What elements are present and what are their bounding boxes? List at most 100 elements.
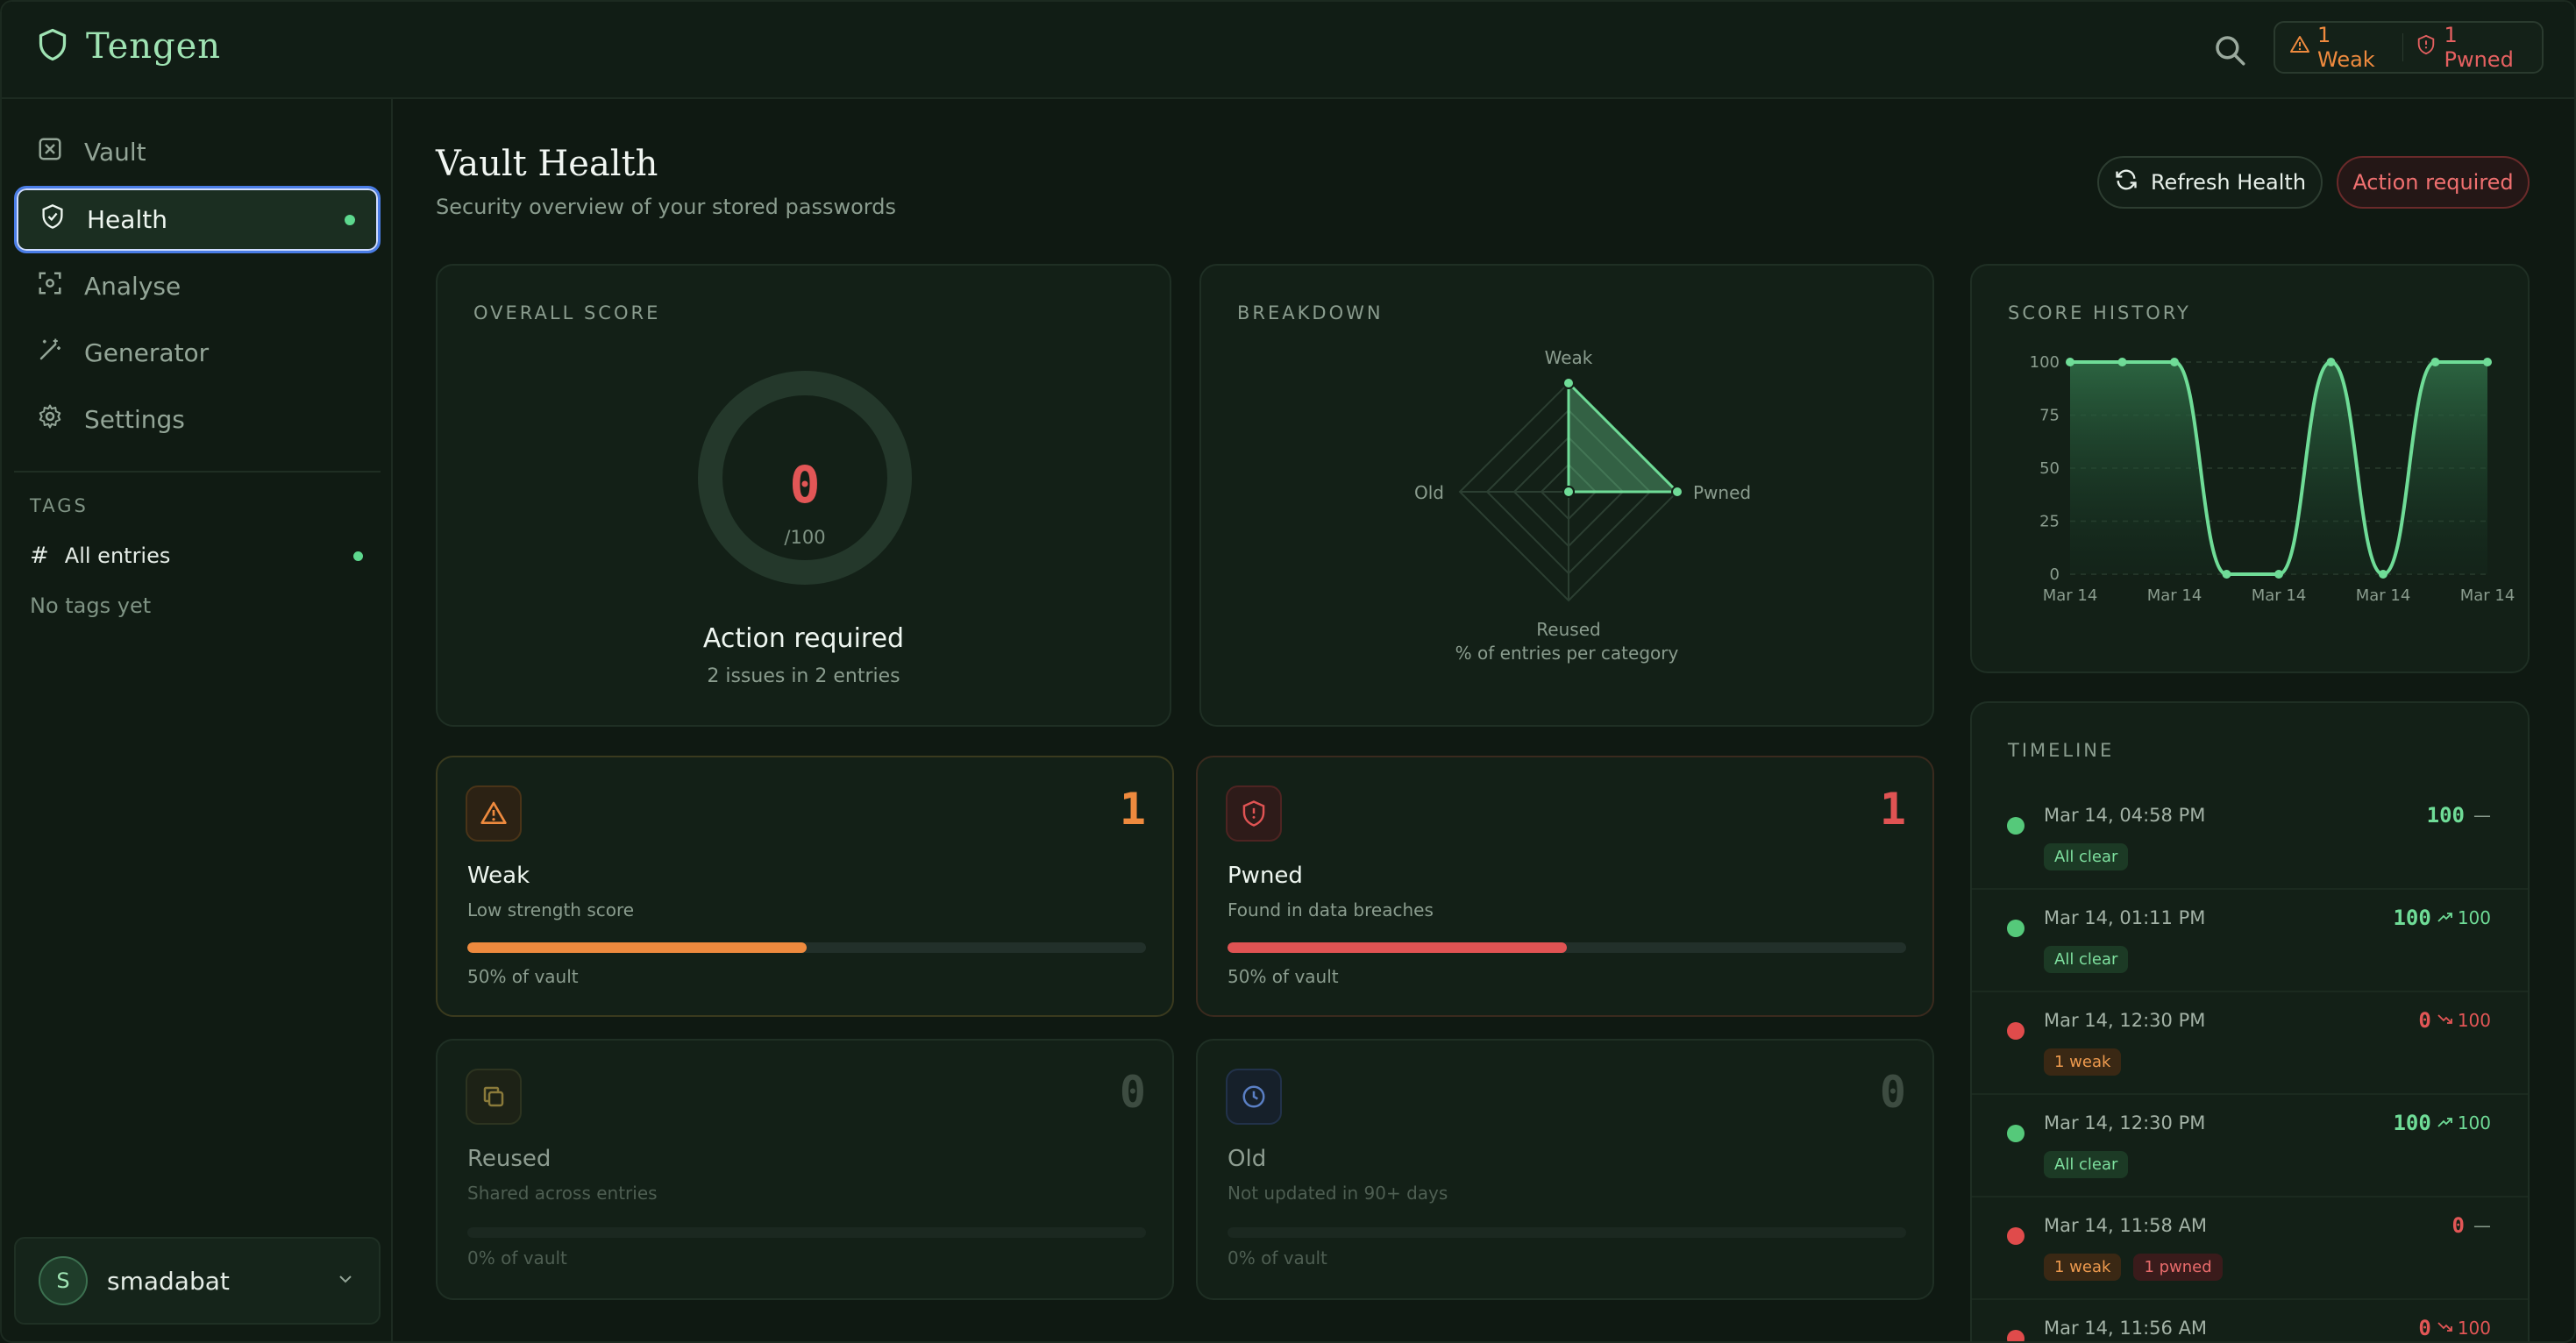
score-previous: 100 [2437,907,2491,928]
sidebar-item-vault[interactable]: Vault [14,118,381,186]
timeline-score: 0 100 [2418,1008,2491,1033]
weak-alert-label: 1 Weak [2317,23,2375,72]
status-dot [2007,1227,2025,1245]
gear-icon [37,403,63,436]
stat-description: Shared across entries [467,1183,658,1204]
brand[interactable]: Tengen [37,26,221,67]
action-required-button[interactable]: Action required [2337,156,2530,209]
user-menu[interactable]: S smadabat [14,1237,381,1325]
search-button[interactable] [2211,32,2248,68]
pwned-alert[interactable]: 1 Pwned [2416,23,2528,72]
history-point [2117,358,2127,366]
status-badge: All clear [2044,1151,2129,1178]
stat-name: Old [1228,1146,1267,1172]
radar-data-point [1671,486,1683,498]
timeline-item[interactable]: Mar 14, 12:30 PM 100 100 All clear [1972,1095,2528,1197]
stat-count: 1 [1879,784,1906,835]
score-value: 100 [2393,1111,2431,1135]
status-badge: 1 weak [2044,1048,2122,1076]
sidebar-item-health[interactable]: Health [14,186,381,253]
timeline-item[interactable]: Mar 14, 12:30 PM 0 100 1 weak [1972,992,2528,1095]
previous-score: — [2473,805,2491,826]
wand-icon [37,337,63,369]
stat-count: 0 [1119,1067,1146,1118]
timeline-score: 100 100 [2393,906,2491,930]
stat-card-old[interactable]: 0 Old Not updated in 90+ days 0% of vaul… [1196,1039,1934,1300]
scan-icon [37,270,63,302]
alerts-divider [2402,33,2404,61]
radar-data-point [1562,486,1575,498]
history-point [2483,358,2492,366]
sidebar-item-label: Settings [84,405,185,434]
sidebar-item-settings[interactable]: Settings [14,386,381,453]
clock-icon [1226,1069,1282,1125]
tag-all-entries[interactable]: # All entries [30,543,370,569]
timeline-score: 0 100 [2418,1316,2491,1340]
x-tick-label: Mar 14 [2252,586,2307,605]
weak-alert[interactable]: 1 Weak [2289,23,2390,72]
score-value: 0 [789,455,821,515]
previous-score: 100 [2457,1112,2491,1133]
score-previous: — [2470,805,2491,826]
copy-icon [466,1069,522,1125]
warning-icon [2289,34,2310,60]
sidebar-item-generator[interactable]: Generator [14,319,381,387]
page-subtitle: Security overview of your stored passwor… [436,195,896,219]
timeline-item[interactable]: Mar 14, 04:58 PM 100 — All clear [1972,787,2528,890]
previous-score: 100 [2457,907,2491,928]
timeline-item[interactable]: Mar 14, 11:58 AM 0—1 weak 1 pwned [1972,1197,2528,1300]
timeline-item[interactable]: Mar 14, 11:56 AM 0 100 [1972,1300,2528,1341]
stat-description: Found in data breaches [1228,899,1434,920]
card-label: BREAKDOWN [1237,302,1384,323]
timeline-score: 100 — [2427,803,2491,828]
status-dot [2007,1330,2025,1341]
score-value: 0 [2451,1213,2465,1238]
timeline-item[interactable]: Mar 14, 01:11 PM 100 100 All clear [1972,890,2528,992]
timeline-time: Mar 14, 12:30 PM [2044,1112,2206,1133]
refresh-health-button[interactable]: Refresh Health [2097,156,2323,209]
status-chips: All clear [2044,1151,2129,1178]
y-tick-label: 100 [2030,353,2060,372]
pwned-alert-label: 1 Pwned [2444,23,2514,72]
stat-card-pwned[interactable]: 1 Pwned Found in data breaches 50% of va… [1196,756,1934,1017]
sidebar-item-analyse[interactable]: Analyse [14,252,381,320]
alerts-summary[interactable]: 1 Weak 1 Pwned [2274,21,2544,74]
timeline-score: 0— [2452,1213,2491,1238]
shield-alert-icon [1226,785,1282,842]
active-tag-dot [353,551,363,561]
status-badge: All clear [2044,946,2129,973]
radar-axis-label: Reused [1536,619,1600,640]
stat-card-reused[interactable]: 0 Reused Shared across entries 0% of vau… [436,1039,1174,1300]
score-previous: — [2470,1215,2491,1236]
no-tags-message: No tags yet [30,593,152,618]
username: smadabat [107,1266,230,1296]
previous-score: 100 [2457,1318,2491,1339]
previous-score: — [2473,1215,2491,1236]
stat-percentage: 0% of vault [1228,1247,1327,1268]
y-tick-label: 0 [2050,565,2060,584]
shield-check-icon [39,203,66,236]
card-label: TIMELINE [2008,740,2115,761]
radar-axis-label: Pwned [1693,482,1751,503]
status-chips: All clear [2044,843,2129,870]
refresh-label: Refresh Health [2150,170,2307,195]
status-dot [2007,920,2025,937]
score-status: Action required [702,623,905,654]
x-tick-label: Mar 14 [2460,586,2516,605]
y-tick-label: 50 [2039,459,2060,478]
score-previous: 100 [2437,1010,2491,1031]
trend-up-icon [2437,1112,2454,1133]
sidebar-item-label: Generator [84,338,210,367]
score-history-card: SCORE HISTORY 100 75 50 25 0 Mar 14 Mar 14 Mar … [1970,264,2530,673]
stat-count: 0 [1879,1067,1906,1118]
score-value: 0 [2418,1316,2431,1340]
timeline-time: Mar 14, 01:11 PM [2044,907,2206,928]
warning-icon [466,785,522,842]
stat-name: Weak [467,863,530,889]
breakdown-card: BREAKDOWN Weak Pwned Reused Old % of entrie… [1199,264,1934,727]
sidebar-item-label: Analyse [84,272,181,301]
avatar: S [39,1256,88,1305]
status-dot [2007,1022,2025,1040]
stat-card-weak[interactable]: 1 Weak Low strength score 50% of vault [436,756,1174,1017]
stat-progress-bar [467,942,1146,953]
